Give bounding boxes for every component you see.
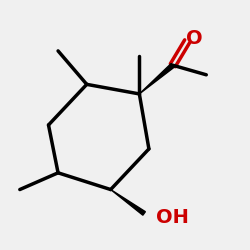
Text: OH: OH <box>156 208 189 227</box>
Polygon shape <box>111 190 145 215</box>
Text: O: O <box>186 30 203 48</box>
Polygon shape <box>139 64 174 94</box>
